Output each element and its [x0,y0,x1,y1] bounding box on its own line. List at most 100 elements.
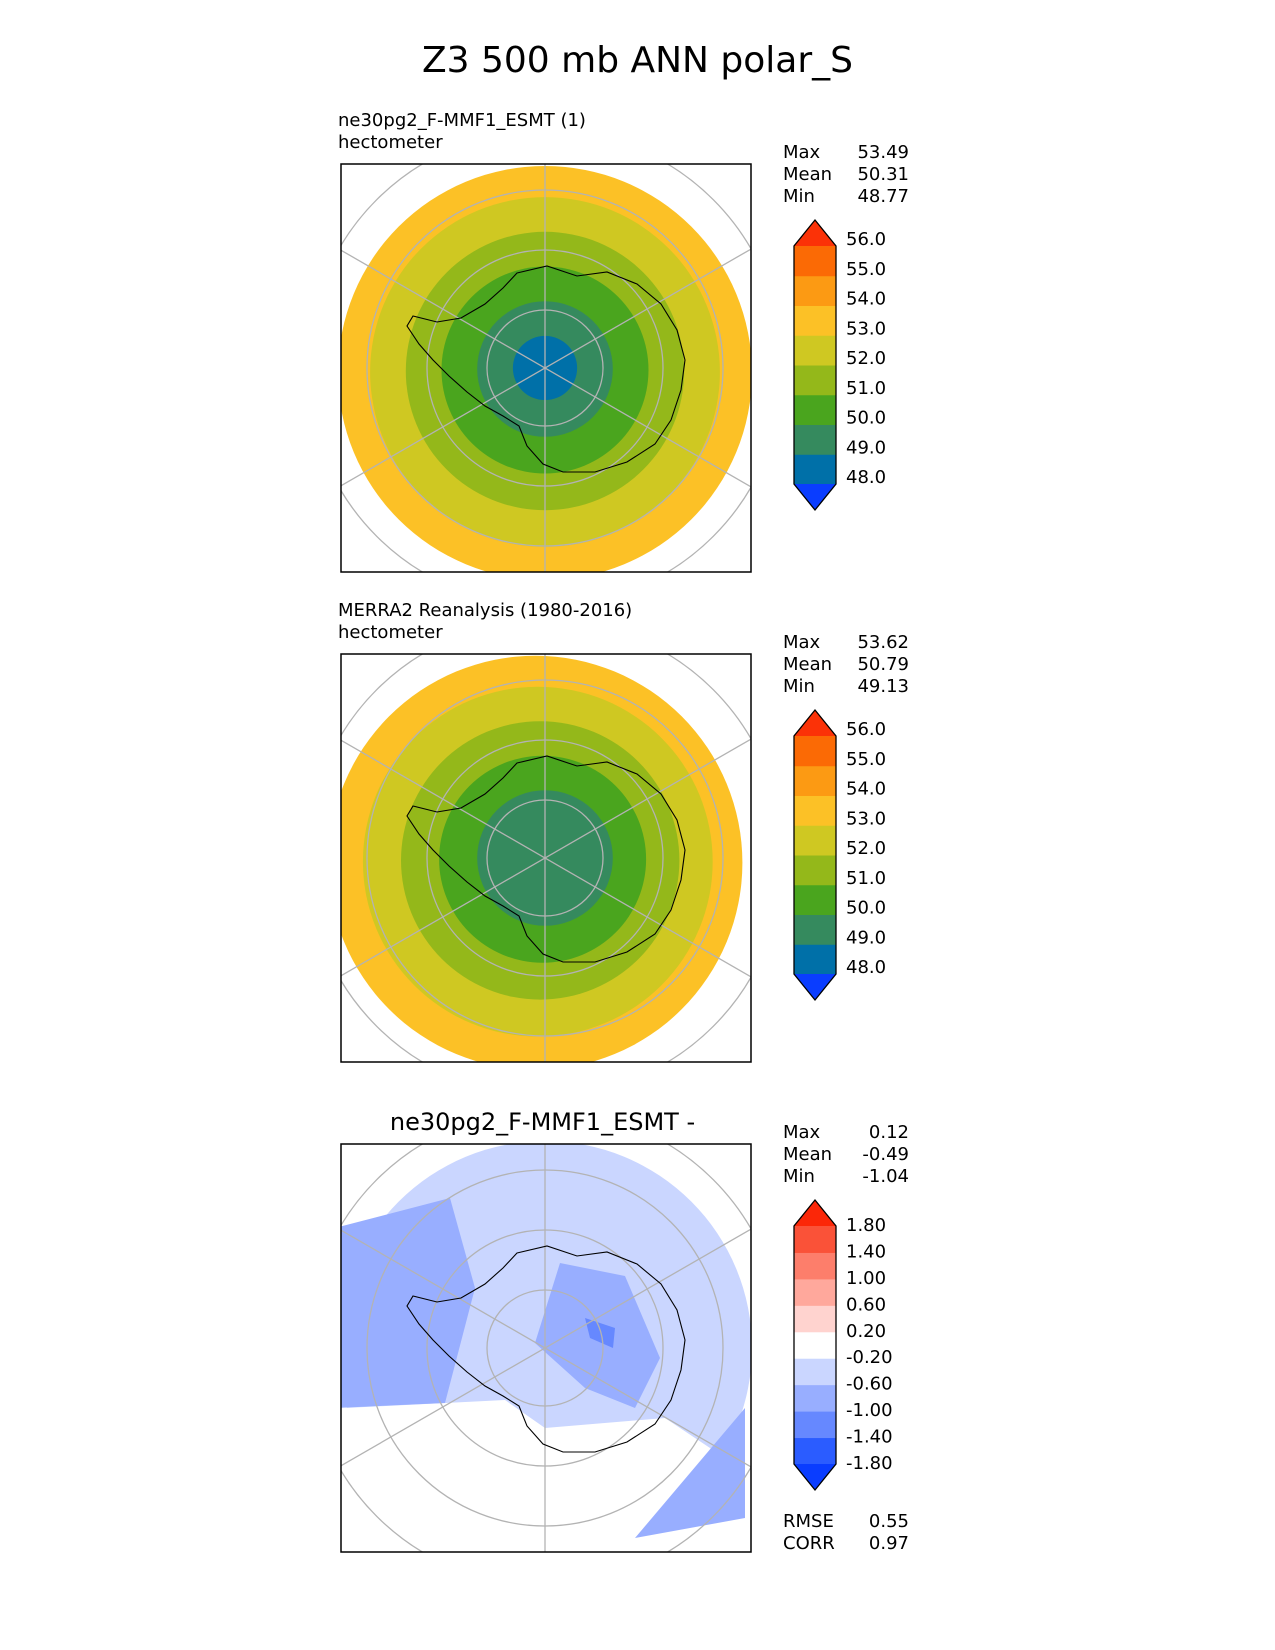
stat-max-row: Max 53.62 [783,632,909,653]
colorbar-outline [793,1198,837,1492]
colorbar-segment [794,1358,836,1386]
colorbar-tick-label: -0.20 [846,1347,893,1368]
colorbar-segment [794,394,836,425]
colorbar-tick-label: 53.0 [846,318,886,339]
colorbar-extend-low [794,974,836,1000]
colorbar-tick-label: 0.60 [846,1294,886,1315]
panel-3-metrics: RMSE 0.55 CORR 0.97 [783,1511,909,1555]
colorbar-segment [794,1331,836,1359]
antarctica-coastline [406,755,686,963]
colorbar-tick-label: 48.0 [846,957,886,978]
colorbar-segment [794,825,836,856]
colorbar-tick-label: 1.80 [846,1215,886,1236]
colorbar-tick-label: 56.0 [846,719,886,740]
colorbar-tick-label: -1.00 [846,1400,893,1421]
longitude-gridline [341,738,751,977]
panel-2-label: MERRA2 Reanalysis (1980-2016) hectometer [338,600,632,644]
colorbar-segment [794,914,836,945]
colorbar-extend-high [794,1200,836,1226]
colorbar-extend-low [794,484,836,510]
colorbar-tick-label: 52.0 [846,348,886,369]
colorbar-extend-low [794,1464,836,1490]
colorbar-tick-label: 55.0 [846,259,886,280]
colorbar-outline [793,708,837,1002]
antarctica-coastline [406,1245,686,1453]
colorbar-segment [794,736,836,767]
stat-min-row: Min 48.77 [783,186,909,207]
colorbar-extend-high [794,220,836,246]
panel-1-label: ne30pg2_F-MMF1_ESMT (1) hectometer [338,110,586,154]
colorbar-tick-label: 51.0 [846,378,886,399]
map-frame [340,163,752,573]
diff-band-medium [341,1198,475,1408]
stat-max-row: Max 0.12 [783,1122,909,1143]
colorbar-tick-label: 56.0 [846,229,886,250]
colorbar-tick-label: 48.0 [846,467,886,488]
colorbar-tick-label: 50.0 [846,898,886,919]
panel-2-map [340,653,752,1063]
colorbar-segment [794,275,836,306]
metric-rmse-row: RMSE 0.55 [783,1511,909,1532]
colorbar-extend-high [794,710,836,736]
panel-1-test-name: ne30pg2_F-MMF1_ESMT (1) [338,110,586,131]
colorbar-segment [794,1252,836,1280]
colorbar-segment [794,1384,836,1412]
stat-min-row: Min 49.13 [783,676,909,697]
colorbar-segment [794,765,836,796]
colorbar-tick-label: 51.0 [846,868,886,889]
colorbar-segment [794,1305,836,1333]
antarctica-coastline [406,265,686,473]
stat-mean-row: Mean -0.49 [783,1144,909,1165]
longitude-gridline [341,248,751,487]
stat-min-row: Min -1.04 [783,1166,909,1187]
colorbar-segment [794,855,836,886]
diff-band-medium [635,1408,745,1538]
diff-band-neutral [345,1400,725,1552]
colorbar-tick-label: 49.0 [846,437,886,458]
colorbar-segment [794,795,836,826]
colorbar-segment [794,365,836,396]
colorbar-tick-label: 52.0 [846,838,886,859]
colorbar-segment [794,424,836,455]
diff-band-strong [585,1318,615,1348]
panel-2-units: hectometer [338,622,443,643]
metric-corr-row: CORR 0.97 [783,1533,909,1554]
colorbar-segment [794,884,836,915]
colorbar-segment [794,1278,836,1306]
panel-3-title: ne30pg2_F-MMF1_ESMT - [389,1108,696,1136]
panel-3-stats: Max 0.12 Mean -0.49 Min -1.04 [783,1122,909,1188]
panel-1-map [340,163,752,573]
colorbar-segment [794,305,836,336]
colorbar-tick-label: 50.0 [846,408,886,429]
panel-2-ref-name: MERRA2 Reanalysis (1980-2016) [338,600,633,621]
map-frame [340,1143,752,1553]
colorbar-tick-label: 55.0 [846,749,886,770]
colorbar-tick-label: 0.20 [846,1321,886,1342]
panel-1-colorbar: 48.0 49.0 50.0 51.0 52.0 53.0 54.0 55.0 56.0 [793,218,886,512]
colorbar-tick-label: -1.80 [846,1453,893,1474]
stat-max-row: Max 53.49 [783,142,909,163]
colorbar-tick-label: -0.60 [846,1374,893,1395]
colorbar-segment [794,454,836,485]
colorbar-tick-label: 54.0 [846,289,886,310]
colorbar-segment [794,246,836,277]
panel-1-units: hectometer [338,132,443,153]
colorbar-segment [794,1411,836,1439]
colorbar-tick-label: 53.0 [846,808,886,829]
panel-3-map [340,1143,752,1553]
colorbar-segment [794,944,836,975]
panel-3-colorbar: -1.80 -1.40 -1.00 -0.60 -0.20 0.20 0.60 1.00 1.4… [793,1198,893,1492]
colorbar-tick-label: 1.00 [846,1268,886,1289]
colorbar-tick-label: 49.0 [846,927,886,948]
colorbar-segment [794,1226,836,1253]
colorbar-tick-label: 54.0 [846,779,886,800]
colorbar-segment [794,1437,836,1465]
map-frame [340,653,752,1063]
colorbar-tick-label: -1.40 [846,1427,893,1448]
colorbar-outline [793,218,837,512]
colorbar-segment [794,335,836,366]
stat-mean-row: Mean 50.31 [783,164,909,185]
panel-1-stats: Max 53.49 Mean 50.31 Min 48.77 [783,142,909,208]
colorbar-tick-label: 1.40 [846,1241,886,1262]
